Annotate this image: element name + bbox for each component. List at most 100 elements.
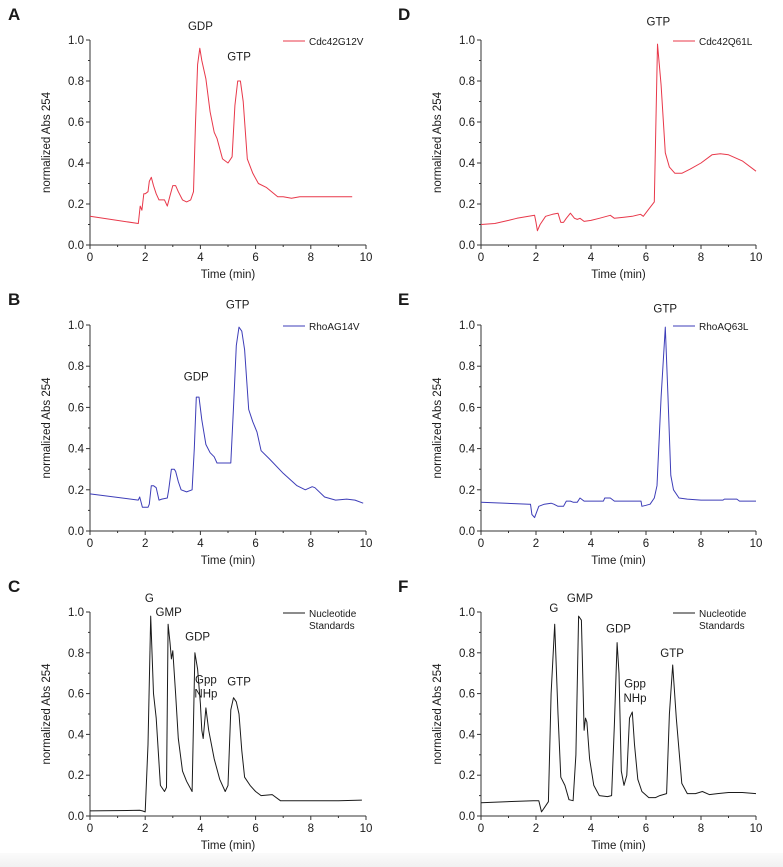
panel-a: A 0.0 0.2 0.4 0.6 0.8 1.0 0 2 4 6 8 10 Time (min) norm… (8, 5, 372, 281)
x-tick-label: 4 (588, 538, 595, 550)
x-tick-label: 10 (360, 538, 373, 550)
bottom-band (0, 853, 783, 867)
y-tick-label: 0.4 (68, 444, 85, 456)
peak-label: GTP (653, 304, 677, 316)
series-line (89, 326, 364, 508)
x-tick-label: 4 (197, 538, 204, 550)
y-tick-label: 0.8 (459, 76, 475, 88)
peak-label: GDP (184, 372, 209, 384)
panel-d: D 0.0 0.2 0.4 0.6 0.8 1.0 0 2 4 6 8 10 Time (min) norm… (398, 5, 762, 281)
x-tick-label: 0 (87, 252, 93, 264)
legend-label: RhoAG14V (309, 322, 360, 333)
peak-label: GTP (226, 300, 250, 312)
y-tick-label: 0.6 (68, 117, 84, 129)
y-tick-label: 0.6 (459, 689, 475, 701)
x-tick-label: 2 (533, 252, 539, 264)
y-tick-label: 0.2 (459, 485, 475, 497)
y-tick-label: 0.8 (459, 648, 475, 660)
x-tick-label: 4 (588, 823, 595, 835)
legend-label: Cdc42G12V (309, 37, 364, 48)
peak-label: Gpp (624, 678, 646, 690)
x-tick-label: 10 (360, 823, 373, 835)
x-tick-label: 4 (588, 252, 595, 264)
y-tick-label: 0.4 (459, 729, 476, 741)
y-tick-label: 0.8 (459, 361, 475, 373)
peak-label: GDP (188, 21, 213, 33)
panel-f: F 0.0 0.2 0.4 0.6 0.8 1.0 0 2 4 6 8 10 Time (min) norm… (398, 577, 762, 852)
y-tick-label: 0.0 (68, 240, 84, 252)
x-tick-label: 10 (750, 538, 763, 550)
series-line (89, 615, 362, 813)
legend-label: Standards (309, 621, 355, 632)
x-tick-label: 2 (142, 252, 148, 264)
legend-label: RhoAQ63L (699, 322, 749, 333)
y-tick-label: 1.0 (459, 320, 475, 332)
peak-label: GDP (185, 632, 210, 644)
y-axis-title: normalized Abs 254 (432, 377, 444, 479)
series-line (480, 615, 757, 813)
panel-c: C 0.0 0.2 0.4 0.6 0.8 1.0 0 2 4 6 8 10 Time (min) norm… (8, 577, 372, 852)
y-tick-label: 0.4 (459, 158, 476, 170)
y-tick-label: 0.8 (68, 648, 84, 660)
peak-label: Gpp (195, 674, 217, 686)
x-tick-label: 2 (142, 538, 148, 550)
legend-label: Nucleotide (309, 609, 357, 620)
x-tick-label: 6 (252, 823, 258, 835)
panel-letter: C (8, 577, 20, 596)
x-tick-label: 6 (643, 823, 649, 835)
y-tick-label: 0.2 (459, 199, 475, 211)
y-axis-title: normalized Abs 254 (41, 91, 53, 193)
series-line (480, 43, 757, 232)
legend-label: Cdc42Q61L (699, 37, 753, 48)
x-tick-label: 0 (478, 252, 484, 264)
y-tick-label: 0.2 (68, 485, 84, 497)
y-tick-label: 0.4 (68, 729, 85, 741)
x-tick-label: 8 (698, 823, 704, 835)
x-tick-label: 6 (643, 252, 649, 264)
x-tick-label: 8 (308, 538, 314, 550)
y-axis-title: normalized Abs 254 (432, 663, 444, 765)
peak-label: GDP (606, 623, 631, 635)
x-axis-title: Time (min) (201, 269, 256, 281)
y-tick-label: 0.0 (68, 526, 84, 538)
x-tick-label: 4 (197, 823, 204, 835)
x-axis-title: Time (min) (591, 269, 646, 281)
y-tick-label: 0.2 (68, 770, 84, 782)
x-axis-title: Time (min) (591, 840, 646, 852)
y-tick-label: 1.0 (459, 35, 475, 47)
panel-letter: D (398, 5, 410, 24)
x-tick-label: 10 (750, 823, 763, 835)
x-tick-label: 6 (252, 252, 258, 264)
legend-label: Standards (699, 621, 745, 632)
peak-label: GMP (567, 593, 594, 605)
y-tick-label: 0.2 (459, 770, 475, 782)
y-axis-title: normalized Abs 254 (41, 377, 53, 479)
y-tick-label: 0.0 (68, 811, 84, 823)
x-tick-label: 10 (360, 252, 373, 264)
panel-letter: B (8, 290, 20, 309)
x-tick-label: 0 (87, 538, 93, 550)
peak-label: GTP (647, 17, 671, 29)
x-tick-label: 6 (252, 538, 258, 550)
x-tick-label: 8 (308, 823, 314, 835)
y-tick-label: 1.0 (68, 607, 84, 619)
y-tick-label: 0.6 (459, 402, 475, 414)
panel-b: B 0.0 0.2 0.4 0.6 0.8 1.0 0 2 4 6 8 10 Time (min) norm… (8, 290, 372, 567)
legend-label: Nucleotide (699, 609, 747, 620)
x-tick-label: 4 (197, 252, 204, 264)
peak-label: G (145, 593, 154, 605)
y-tick-label: 1.0 (68, 320, 84, 332)
y-tick-label: 0.2 (68, 199, 84, 211)
panel-e: E 0.0 0.2 0.4 0.6 0.8 1.0 0 2 4 6 8 10 Time (min) norm… (398, 290, 762, 567)
peak-label: NHp (194, 689, 217, 701)
x-tick-label: 6 (643, 538, 649, 550)
x-tick-label: 8 (308, 252, 314, 264)
x-tick-label: 0 (478, 823, 484, 835)
x-tick-label: 2 (142, 823, 148, 835)
peak-label: G (549, 603, 558, 615)
x-tick-label: 10 (750, 252, 763, 264)
y-tick-label: 0.8 (68, 361, 84, 373)
x-axis-title: Time (min) (201, 840, 256, 852)
x-axis-title: Time (min) (201, 555, 256, 567)
